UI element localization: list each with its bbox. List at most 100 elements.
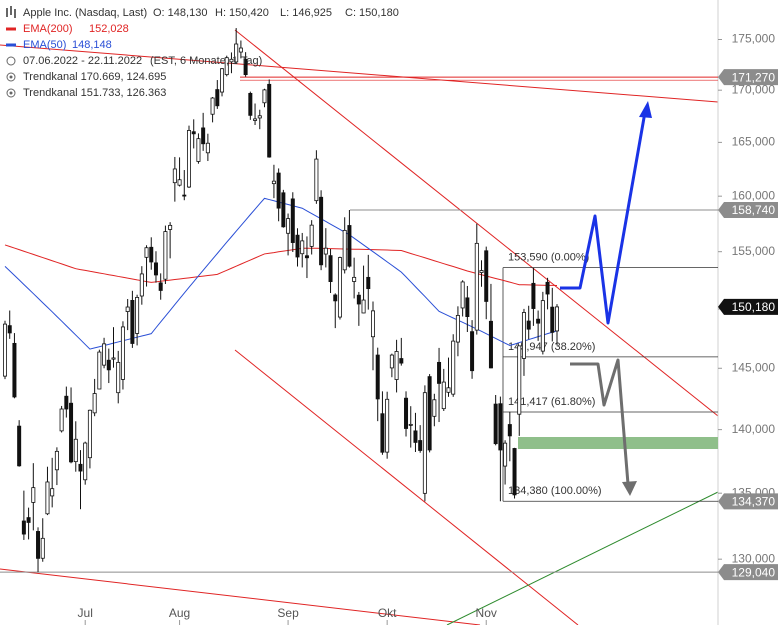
candle-body [389, 354, 394, 369]
candle-body [460, 281, 465, 309]
candle-body [437, 361, 442, 384]
candle-body [158, 282, 163, 291]
candle-body [422, 392, 427, 494]
candle-body [408, 423, 413, 426]
candle-body [276, 172, 281, 209]
candle-body [92, 393, 97, 414]
candle-body [120, 326, 125, 380]
candle-body [248, 92, 253, 116]
fib-label: 153,590 (0.00%) [508, 252, 589, 264]
price-box [718, 298, 778, 315]
candle-body [536, 318, 541, 324]
candle-body [177, 179, 182, 186]
candle-body [26, 517, 31, 523]
candle-body [125, 306, 130, 312]
legend: Apple Inc. (Nasdaq, Last) O: 148,130 H: … [6, 6, 399, 99]
scenario-arrow [560, 111, 647, 325]
candle-body [78, 463, 83, 472]
candle-body [116, 361, 121, 394]
candle-body [7, 325, 12, 334]
y-tick-label: 165,000 [732, 135, 776, 149]
candle-body [314, 158, 319, 202]
candle-body [21, 520, 26, 535]
candle-body [64, 395, 69, 410]
price-box [718, 564, 778, 581]
candle-body [205, 142, 210, 154]
candle-body [186, 130, 191, 188]
chart-icon [6, 6, 16, 18]
instrument-title: Apple Inc. (Nasdaq, Last) [23, 7, 147, 19]
candle-body [493, 403, 498, 445]
candle-body [262, 89, 267, 104]
candle-body [347, 225, 352, 267]
candle-body [97, 351, 102, 390]
legend-icon [6, 88, 16, 98]
candle-body [512, 448, 517, 496]
annotations [518, 101, 718, 496]
candle-body [342, 229, 347, 271]
price-box [718, 201, 778, 218]
candle-body [366, 276, 371, 290]
price-box [718, 493, 778, 510]
candle-body [484, 250, 489, 302]
candle-body [130, 300, 135, 344]
levels: 153,590 (0.00%) 145,947 (38.20%) 141,417 (… [0, 76, 718, 573]
y-tick-label: 155,000 [732, 244, 776, 258]
candle-body [135, 296, 140, 334]
candle-body [31, 487, 36, 503]
legend-icon [9, 75, 13, 79]
candle-body [521, 312, 526, 359]
candle-body [375, 354, 380, 400]
candle-body [229, 58, 234, 63]
legend-icon [6, 72, 16, 82]
legend-icon [9, 91, 13, 95]
trend-line [0, 44, 719, 103]
x-tick-label: Aug [169, 606, 190, 620]
candle-body [36, 531, 41, 559]
candle-body [45, 481, 50, 515]
trend-lines [0, 0, 719, 625]
x-tick-label: Sep [277, 606, 299, 620]
candle-body [224, 57, 229, 76]
candle-body [144, 247, 149, 258]
candle-body [503, 442, 508, 467]
candle-body [243, 58, 248, 76]
candle-body [465, 297, 470, 317]
candle-body [531, 282, 536, 309]
price-box-label: 158,740 [732, 203, 776, 217]
candle-body [196, 138, 201, 162]
candle-body [149, 246, 154, 263]
period: 07.06.2022 - 22.11.2022 [23, 55, 142, 67]
x-tick-label: Okt [378, 606, 397, 620]
candle-body [253, 118, 258, 121]
quote-open: O: 148,130 [153, 7, 207, 19]
candle-body [12, 342, 17, 398]
y-tick-label: 175,000 [732, 32, 776, 46]
candle-body [290, 198, 295, 243]
candle-body [356, 294, 361, 305]
candle-body [17, 425, 22, 467]
candle-body [352, 276, 357, 282]
candle-body [488, 320, 493, 369]
candle-body [328, 255, 333, 282]
candle-body [182, 194, 187, 197]
series [4, 197, 558, 350]
candle-body [337, 257, 342, 318]
target-zone [518, 437, 718, 449]
legend-value: 148,148 [72, 39, 112, 51]
candle-body [286, 218, 291, 234]
candle-body [394, 351, 399, 380]
candle-body [83, 442, 88, 481]
candle-body [319, 196, 324, 266]
fib-label: 141,417 (61.80%) [508, 396, 595, 408]
candle-body [172, 168, 177, 184]
scenario-arrow [570, 358, 630, 485]
trend-line [234, 29, 719, 417]
candle-body [446, 387, 451, 393]
candle-body [201, 127, 206, 145]
candle-body [441, 381, 446, 410]
candle-body [238, 47, 243, 53]
candle-body [427, 376, 432, 451]
